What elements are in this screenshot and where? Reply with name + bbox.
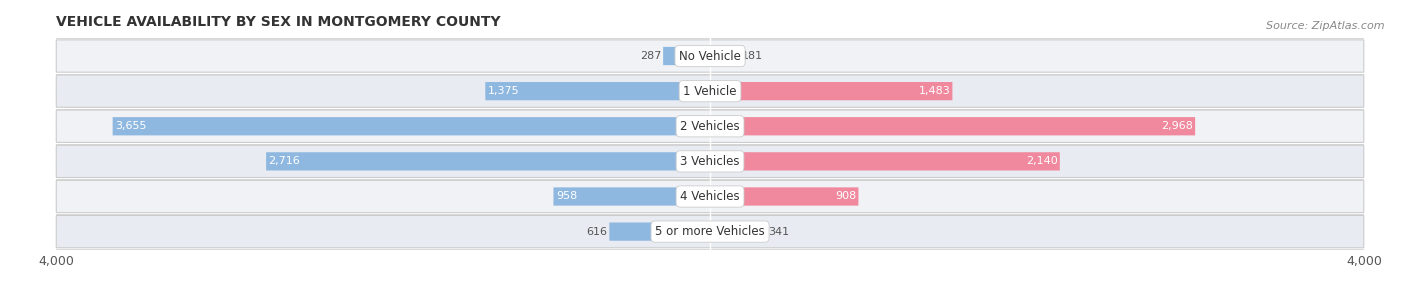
FancyBboxPatch shape <box>710 117 1195 135</box>
FancyBboxPatch shape <box>710 152 1060 170</box>
FancyBboxPatch shape <box>56 110 1364 142</box>
Text: 616: 616 <box>586 227 607 237</box>
FancyBboxPatch shape <box>710 82 952 100</box>
Text: 2,140: 2,140 <box>1026 156 1057 166</box>
FancyBboxPatch shape <box>56 215 1364 248</box>
Text: 3 Vehicles: 3 Vehicles <box>681 155 740 168</box>
Text: 2 Vehicles: 2 Vehicles <box>681 120 740 133</box>
Text: VEHICLE AVAILABILITY BY SEX IN MONTGOMERY COUNTY: VEHICLE AVAILABILITY BY SEX IN MONTGOMER… <box>56 15 501 28</box>
FancyBboxPatch shape <box>266 152 710 170</box>
Text: No Vehicle: No Vehicle <box>679 50 741 62</box>
FancyBboxPatch shape <box>664 47 710 65</box>
Text: 908: 908 <box>835 192 856 201</box>
Text: 3,655: 3,655 <box>115 121 146 131</box>
FancyBboxPatch shape <box>710 47 740 65</box>
Text: 5 or more Vehicles: 5 or more Vehicles <box>655 225 765 238</box>
Text: 958: 958 <box>555 192 576 201</box>
Text: 2,968: 2,968 <box>1161 121 1194 131</box>
FancyBboxPatch shape <box>485 82 710 100</box>
Text: 1,483: 1,483 <box>918 86 950 96</box>
FancyBboxPatch shape <box>710 222 766 241</box>
Text: 287: 287 <box>640 51 661 61</box>
Text: 1 Vehicle: 1 Vehicle <box>683 85 737 98</box>
Text: 2,716: 2,716 <box>269 156 301 166</box>
FancyBboxPatch shape <box>56 180 1364 213</box>
FancyBboxPatch shape <box>710 187 859 206</box>
Text: 1,375: 1,375 <box>488 86 519 96</box>
FancyBboxPatch shape <box>609 222 710 241</box>
Text: 4 Vehicles: 4 Vehicles <box>681 190 740 203</box>
FancyBboxPatch shape <box>56 75 1364 107</box>
FancyBboxPatch shape <box>56 145 1364 177</box>
FancyBboxPatch shape <box>56 40 1364 72</box>
Text: Source: ZipAtlas.com: Source: ZipAtlas.com <box>1267 21 1385 32</box>
FancyBboxPatch shape <box>112 117 710 135</box>
FancyBboxPatch shape <box>554 187 710 206</box>
Text: 181: 181 <box>741 51 762 61</box>
Text: 341: 341 <box>768 227 789 237</box>
